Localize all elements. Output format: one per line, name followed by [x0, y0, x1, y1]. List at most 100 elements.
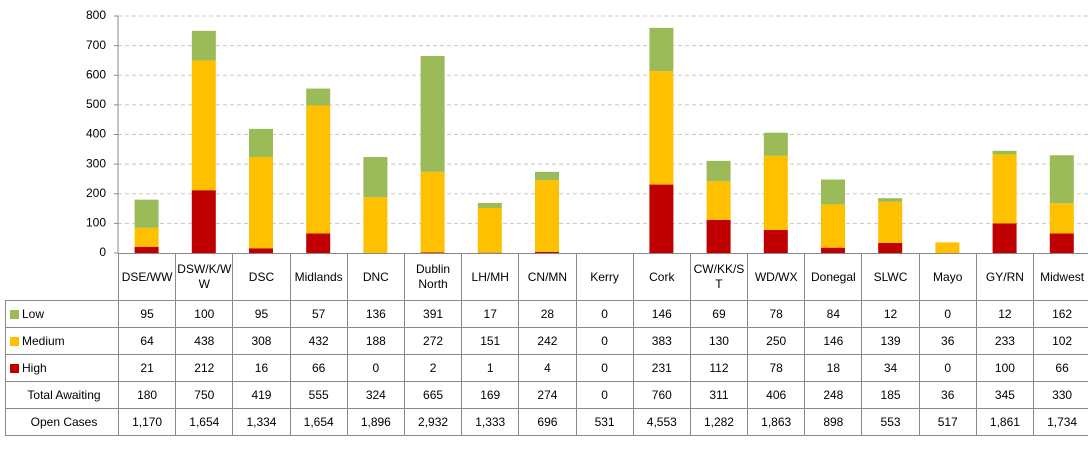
table-value: 391 [403, 300, 463, 328]
category-label: SLWC [861, 253, 920, 301]
bar-segment [249, 248, 273, 253]
bar-segment [763, 132, 788, 156]
table-value: 1,654 [289, 408, 348, 436]
category-label: DSW/K/WW [175, 253, 234, 301]
bar-segment [706, 160, 731, 182]
bar-segment [706, 181, 731, 220]
bar-segment [363, 157, 388, 198]
table-value: 0 [575, 300, 634, 328]
bar-segment [306, 233, 331, 253]
table-value: 0 [575, 354, 634, 382]
table-value: 21 [117, 354, 177, 382]
category-label: Dublin North [403, 253, 463, 301]
bar-segment [535, 251, 559, 253]
legend-label: Medium [22, 334, 65, 348]
bar-segment [420, 252, 445, 253]
table-value: 78 [747, 300, 806, 328]
bar-segment [134, 199, 159, 228]
table-value: 272 [403, 327, 463, 355]
table-value: 760 [632, 381, 691, 409]
bar-segment [363, 197, 388, 253]
table-value: 102 [1032, 327, 1088, 355]
table-value: 665 [403, 381, 463, 409]
table-value: 18 [804, 354, 863, 382]
bar-segment [420, 55, 445, 172]
table-value: 242 [518, 327, 577, 355]
table-value: 4,553 [632, 408, 691, 436]
table-value: 36 [918, 381, 977, 409]
bar-segment [420, 171, 445, 253]
table-value: 0 [918, 354, 977, 382]
table-value: 0 [918, 300, 977, 328]
bar-segment [649, 184, 674, 253]
table-value: 66 [289, 354, 348, 382]
table-value: 750 [175, 381, 234, 409]
table-value: 1,861 [975, 408, 1035, 436]
category-label: GY/RN [975, 253, 1035, 301]
table-value: 0 [575, 381, 634, 409]
table-value: 100 [175, 300, 234, 328]
bar-segment [992, 223, 1017, 253]
table-value: 95 [232, 300, 291, 328]
table-value: 517 [918, 408, 977, 436]
table-value: 311 [689, 381, 749, 409]
bar-segment [878, 201, 903, 243]
category-label: Midwest [1032, 253, 1088, 301]
table-value: 324 [346, 381, 405, 409]
table-value: 308 [232, 327, 291, 355]
bar-segment [306, 88, 331, 106]
table-value: 2 [403, 354, 463, 382]
table-value: 64 [117, 327, 177, 355]
table-value: 1,734 [1032, 408, 1088, 436]
table-value: 188 [346, 327, 405, 355]
table-value: 1 [461, 354, 520, 382]
bar-segment [249, 157, 273, 249]
y-tick-label: 700 [86, 38, 106, 52]
y-tick-label: 800 [86, 8, 106, 22]
bar-segment [477, 202, 502, 208]
table-value: 136 [346, 300, 405, 328]
table-value: 419 [232, 381, 291, 409]
y-tick-label: 200 [86, 186, 106, 200]
bar-segment [306, 105, 331, 234]
table-value: 57 [289, 300, 348, 328]
category-label: DNC [346, 253, 405, 301]
bar-segment [535, 180, 559, 252]
table-value: 17 [461, 300, 520, 328]
table-value: 16 [232, 354, 291, 382]
corner-cell [5, 253, 119, 301]
table-value: 212 [175, 354, 234, 382]
table-value: 330 [1032, 381, 1088, 409]
row-label: Open Cases [5, 408, 119, 436]
table-value: 84 [804, 300, 863, 328]
y-tick-label: 500 [86, 97, 106, 111]
y-tick-label: 0 [99, 245, 106, 259]
legend-label: Low [22, 307, 45, 321]
table-value: 100 [975, 354, 1035, 382]
bar-segment [134, 227, 159, 247]
bar-segment [249, 128, 273, 158]
table-value: 112 [689, 354, 749, 382]
legend-swatch [10, 337, 19, 346]
table-value: 180 [117, 381, 177, 409]
table-value: 1,334 [232, 408, 291, 436]
table-value: 0 [575, 327, 634, 355]
category-label: LH/MH [461, 253, 520, 301]
table-value: 78 [747, 354, 806, 382]
category-label: Mayo [918, 253, 977, 301]
table-value: 34 [861, 354, 920, 382]
bar-segment [191, 30, 216, 61]
series-row: High 21 212 16 66 0 2 1 4 0 231 112 78 18 34 0 100 66 [5, 354, 1088, 382]
bar-segment [821, 204, 845, 248]
category-label: Midlands [289, 253, 348, 301]
legend-label: High [22, 361, 47, 375]
table-value: 438 [175, 327, 234, 355]
data-table: DSE/WW DSW/K/WW DSC Midlands DNC Dublin North… [5, 253, 1088, 436]
header-row: DSE/WW DSW/K/WW DSC Midlands DNC Dublin North… [5, 253, 1088, 301]
bar-segment [134, 246, 159, 253]
table-value: 146 [632, 300, 691, 328]
bar-segment [821, 247, 845, 253]
legend-entry: High [5, 354, 119, 382]
table-value: 555 [289, 381, 348, 409]
